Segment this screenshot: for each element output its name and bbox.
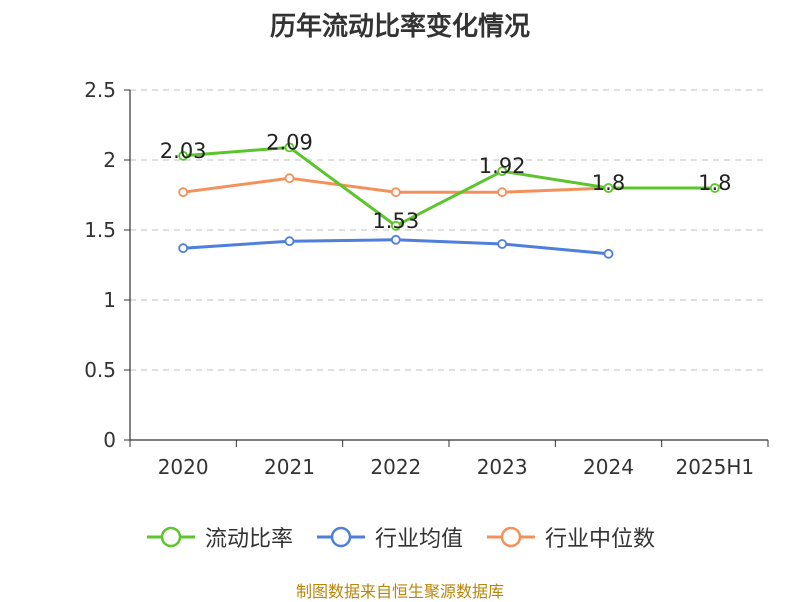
y-tick-label: 2.5	[84, 78, 116, 102]
x-tick-label: 2025H1	[675, 455, 754, 479]
data-label: 1.92	[479, 154, 526, 178]
y-tick-label: 1.5	[84, 218, 116, 242]
chart-title: 历年流动比率变化情况	[269, 12, 530, 42]
x-tick-label: 2020	[158, 455, 209, 479]
data-point	[390, 187, 401, 198]
x-tick-label: 2024	[583, 455, 634, 479]
data-labels: 2.03 2.09 1.53 1.92 1.8 1.8	[160, 130, 732, 232]
data-point	[603, 183, 614, 193]
y-tick-label: 0.5	[84, 358, 116, 382]
x-tick-label: 2022	[370, 455, 421, 479]
data-point	[390, 234, 401, 245]
data-label: 2.09	[266, 130, 313, 154]
legend-label: 行业均值	[374, 527, 463, 552]
y-tick-label: 0	[103, 428, 116, 452]
y-tick-label: 1	[103, 288, 116, 312]
series-line	[183, 145, 715, 228]
y-tick-label: 2	[103, 148, 116, 172]
legend-label: 流动比率	[204, 527, 293, 552]
legend-item: 行业均值	[315, 521, 463, 553]
data-point	[178, 243, 189, 254]
data-label: 2.03	[160, 139, 207, 163]
x-tick-label: 2023	[477, 455, 528, 479]
legend-swatch	[487, 526, 535, 548]
data-point	[178, 150, 189, 161]
data-point	[603, 248, 614, 259]
legend-label: 行业中位数	[545, 527, 656, 552]
data-point	[284, 142, 295, 153]
data-point	[284, 173, 295, 184]
legend-swatch	[146, 526, 195, 548]
x-tick-label: 2021	[264, 455, 315, 479]
legend-item: 行业中位数	[485, 521, 655, 553]
axes: 0 0.5 1 1.5 2 2.5 2020 2021 2022 2023 2024 2025H1	[84, 78, 769, 479]
data-point	[709, 183, 720, 193]
series-lines	[178, 142, 720, 259]
data-point	[390, 220, 401, 231]
legend-item: 流动比率	[145, 521, 293, 553]
data-point	[497, 166, 508, 177]
data-point	[178, 187, 189, 198]
legend: 流动比率 行业均值 行业中位数	[0, 520, 800, 554]
data-label: 1.53	[372, 209, 419, 233]
data-point	[497, 187, 508, 198]
source-note: 制图数据来自恒生聚源数据库	[295, 582, 504, 601]
legend-swatch	[316, 526, 365, 548]
data-label: 1.8	[698, 171, 731, 195]
data-point	[284, 236, 295, 247]
data-label: 1.8	[592, 171, 625, 195]
grid-lines	[130, 89, 768, 371]
data-point	[497, 239, 508, 249]
